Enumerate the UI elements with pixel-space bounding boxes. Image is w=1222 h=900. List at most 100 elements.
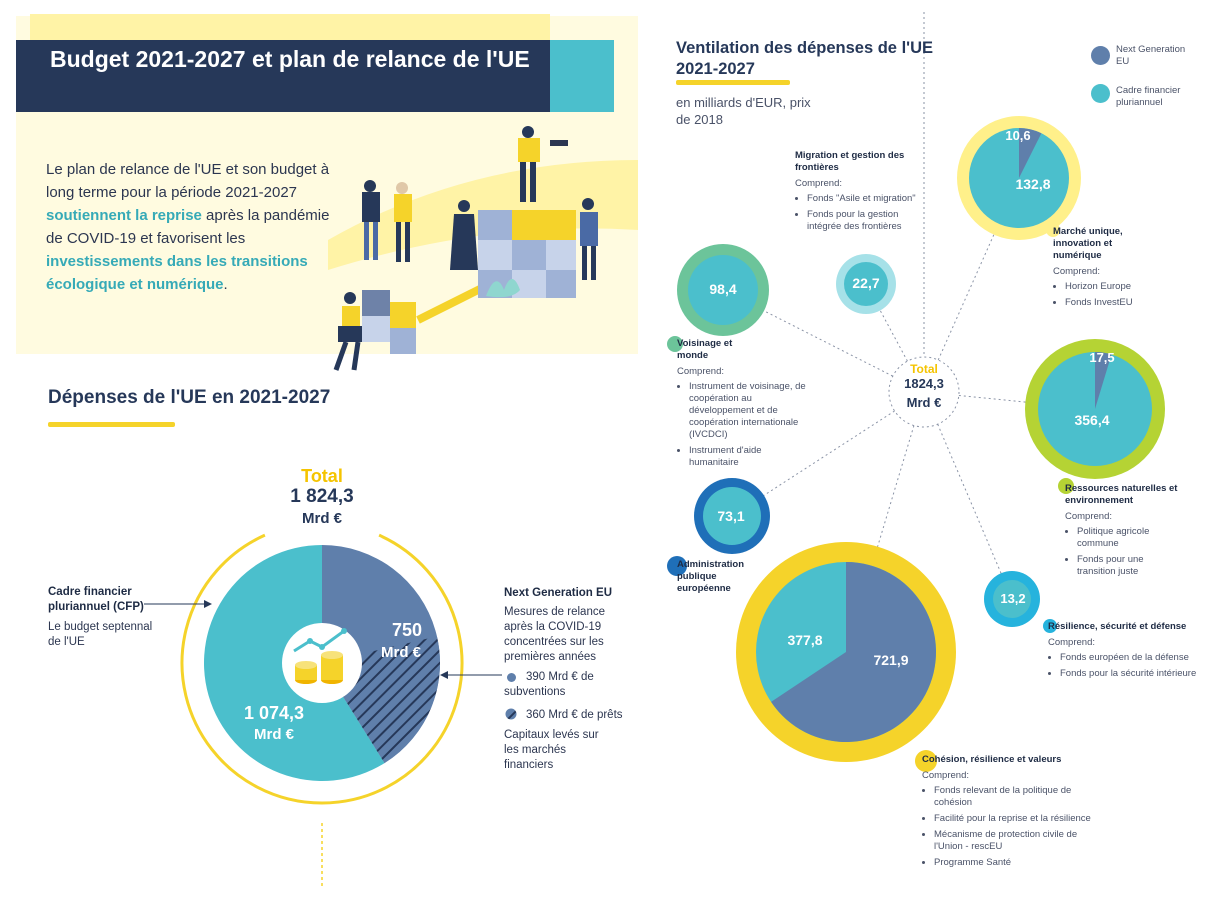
bubble-ngeu-ressources: 17,5 [1089, 350, 1115, 365]
list-item: Fonds InvestEU [1065, 297, 1163, 309]
breakdown-subtitle: en milliards d'EUR, prix de 2018 [676, 95, 811, 127]
ngeu-value: 750 [391, 620, 423, 640]
list-item: Politique agricole commune [1077, 526, 1183, 550]
category-ressources: Ressources naturelles et environnement C… [1065, 483, 1183, 582]
hub-total-label: Total [910, 362, 938, 376]
bubble-cfp-ressources: 356,4 [1074, 412, 1110, 428]
intro-part-1: Le plan de relance de l'UE et son budget… [46, 161, 330, 201]
list-item: Programme Santé [934, 857, 1092, 869]
spoke-administration [731, 391, 925, 517]
total-value: 1 824,3 [290, 486, 354, 507]
category-cohesion: Cohésion, résilience et valeurs Comprend… [922, 754, 1092, 873]
comprend-label: Comprend: [1065, 511, 1112, 522]
bubble-value-administration: 73,1 [717, 508, 745, 524]
category-voisinage-name: Voisinage et monde [677, 338, 733, 361]
voisinage-tag-dot [667, 336, 683, 352]
list-item: Fonds européen de la défense [1060, 652, 1198, 664]
total-hub [888, 356, 960, 428]
bubble-cfp-slice-voisinage [688, 255, 758, 325]
outer-ring [180, 533, 464, 805]
title-accent [550, 40, 614, 112]
section-title-underline [48, 422, 175, 427]
ressources-tag-dot [1058, 478, 1074, 494]
intro-highlight-2: investissements dans les transitions éco… [46, 253, 308, 293]
category-administration: Administration publique européenne [677, 559, 757, 595]
bubble-cfp-slice-resilience [993, 580, 1031, 618]
ngeu-grants: 390 Mrd € de subventions [504, 671, 594, 698]
total-donut-chart [180, 533, 464, 887]
coin-icon [293, 628, 347, 684]
bubble-ngeu-marche: 10,6 [1005, 128, 1031, 143]
list-item: Instrument de voisinage, de coopération … [689, 381, 807, 441]
ngeu-note: Capitaux levés sur les marchés financier… [504, 729, 599, 771]
category-migration-name: Migration et gestion des frontières [795, 150, 905, 173]
list-item: Fonds pour une transition juste [1077, 554, 1183, 578]
comprend-label: Comprend: [922, 770, 969, 781]
breakdown-network-chart [677, 12, 1165, 762]
list-item: Fonds "Asile et migration" [807, 193, 925, 205]
category-cohesion-name: Cohésion, résilience et valeurs [922, 754, 1062, 765]
resilience-tag-dot [1043, 619, 1057, 633]
category-voisinage: Voisinage et monde Comprend: Instrument … [677, 338, 807, 473]
administration-tag-dot [667, 556, 687, 576]
total-label: Total [301, 466, 343, 486]
category-marche-name: Marché unique, innovation et numérique [1053, 226, 1123, 261]
breakdown-title: Ventilation des dépenses de l'UE 2021-20… [676, 39, 933, 78]
breakdown-title-underline [676, 80, 790, 85]
comprend-label: Comprend: [795, 178, 842, 189]
illustration [328, 126, 638, 371]
comprend-label: Comprend: [1048, 637, 1095, 648]
bubble-ngeu-slice-marche [1019, 128, 1042, 178]
cfp-arrow [144, 600, 212, 608]
list-item: Fonds relevant de la politique de cohési… [934, 785, 1092, 809]
intro-text: Le plan de relance de l'UE et son budget… [46, 158, 336, 296]
category-marche: Marché unique, innovation et numérique C… [1053, 226, 1163, 313]
hub-total-value: 1824,3 [904, 376, 944, 391]
bubble-value-resilience: 13,2 [1000, 591, 1026, 606]
cubes [362, 210, 576, 354]
ngeu-loans: 360 Mrd € de prêts [526, 709, 623, 721]
intro-highlight-1: soutiennent la reprise [46, 207, 202, 224]
category-ressources-name: Ressources naturelles et environnement [1065, 483, 1178, 506]
category-resilience: Résilience, sécurité et défense Comprend… [1048, 621, 1198, 684]
ngeu-arrow [440, 671, 502, 679]
ngeu-unit: Mrd € [380, 644, 421, 661]
cfp-desc: Le budget septennal de l'UE [48, 621, 153, 648]
legend-ngeu-dot [1091, 46, 1110, 65]
figures [333, 126, 598, 371]
loans-dot [505, 708, 517, 720]
list-item: Fonds pour la gestion intégrée des front… [807, 209, 925, 233]
bubble-cfp-slice-migration [844, 262, 888, 306]
marche-tag-dot [1046, 223, 1060, 237]
hero-stripe [30, 14, 550, 44]
cfp-title: Cadre financier pluriannuel (CFP) [48, 586, 144, 613]
title-box [16, 40, 550, 112]
list-item: Fonds pour la sécurité intérieure [1060, 668, 1198, 680]
legend-cfp-label: Cadre financier pluriannuel [1116, 85, 1181, 108]
intro-part-3: . [223, 276, 228, 293]
spoke-ressources [923, 391, 1096, 410]
grants-dot [507, 673, 516, 682]
list-item: Mécanisme de protection civile de l'Unio… [934, 829, 1092, 853]
total-unit: Mrd € [301, 510, 342, 527]
category-resilience-name: Résilience, sécurité et défense [1048, 621, 1187, 632]
legend-cfp-dot [1091, 84, 1110, 103]
bubble-cfp-marche: 132,8 [1015, 176, 1051, 192]
comprend-label: Comprend: [677, 366, 724, 377]
category-administration-name: Administration publique européenne [677, 559, 745, 594]
ngeu-title: Next Generation EU [504, 587, 612, 599]
hub-total-unit: Mrd € [906, 395, 942, 410]
section-title: Dépenses de l'UE en 2021-2027 [48, 387, 331, 408]
cohesion-tag-dot [915, 750, 937, 772]
comprend-label: Comprend: [1053, 266, 1100, 277]
cfp-value: 1 074,3 [243, 703, 305, 723]
category-migration: Migration et gestion des frontières Comp… [795, 150, 925, 237]
list-item: Facilité pour la reprise et la résilienc… [934, 813, 1092, 825]
legend-ngeu-label: Next Generation EU [1116, 44, 1186, 67]
intro-part-2: après la pandémie de COVID-19 et favoris… [46, 207, 330, 247]
page-title: Budget 2021-2027 et plan de relance de l… [50, 46, 530, 72]
bubble-value-migration: 22,7 [852, 275, 880, 291]
bubble-ngeu-cohesion: 721,9 [873, 652, 909, 668]
cfp-unit: Mrd € [253, 726, 294, 743]
bubble-value-voisinage: 98,4 [709, 281, 737, 297]
